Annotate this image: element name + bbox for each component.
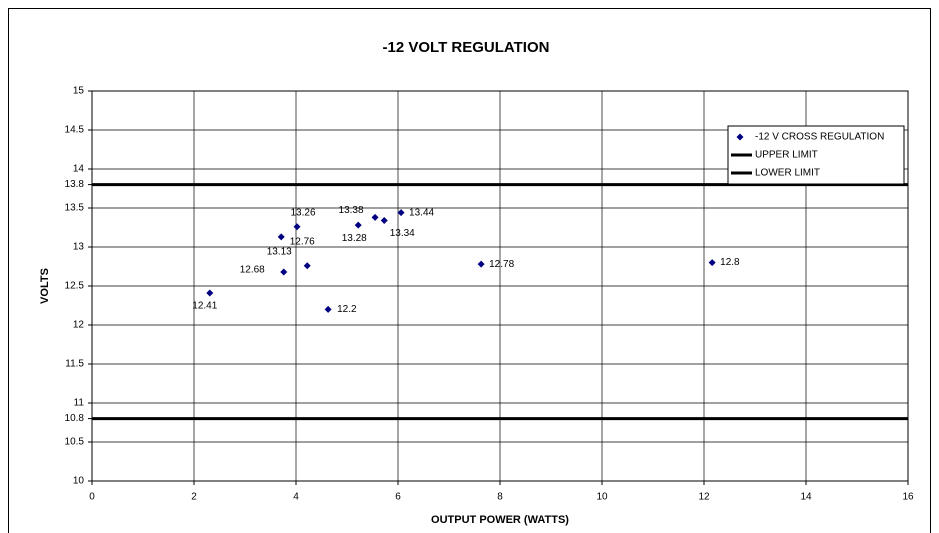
data-label: 13.44	[409, 207, 434, 218]
data-point	[371, 213, 379, 221]
x-tick-label: 0	[89, 492, 95, 503]
data-point	[293, 223, 301, 231]
data-label: 12.2	[337, 304, 357, 315]
data-point	[277, 233, 285, 241]
y-tick-label: 10.5	[65, 437, 85, 448]
x-tick-label: 14	[800, 492, 812, 503]
legend-label: -12 V CROSS REGULATION	[755, 132, 884, 143]
data-label: 13.13	[267, 247, 292, 258]
data-label: 12.41	[192, 301, 217, 312]
y-tick-label: 13.5	[65, 203, 85, 214]
x-axis-title: OUTPUT POWER (WATTS)	[431, 514, 569, 526]
data-label: 13.34	[390, 228, 415, 239]
legend-label: UPPER LIMIT	[755, 150, 818, 161]
x-tick-label: 12	[698, 492, 710, 503]
x-tick-label: 4	[293, 492, 299, 503]
y-tick-label: 11	[74, 398, 85, 409]
legend-label: LOWER LIMIT	[755, 168, 820, 179]
y-tick-label: 12	[73, 320, 85, 331]
data-point	[397, 209, 405, 217]
x-tick-label: 6	[395, 492, 401, 503]
y-tick-label: 10	[73, 476, 85, 487]
legend-box	[727, 125, 905, 185]
data-point	[354, 221, 362, 229]
y-tick-label: 15	[73, 86, 85, 97]
y-tick-label: 14.5	[65, 125, 85, 136]
data-point	[324, 305, 332, 313]
x-tick-label: 10	[596, 492, 608, 503]
y-tick-label: 12.5	[65, 281, 85, 292]
x-tick-label: 16	[902, 492, 914, 503]
x-tick-label: 2	[191, 492, 197, 503]
y-tick-label: 10.8	[65, 413, 85, 424]
data-label: 12.68	[240, 265, 265, 276]
data-label: 12.78	[489, 259, 514, 270]
x-tick-label: 8	[497, 492, 503, 503]
y-tick-label: 11.5	[65, 359, 84, 370]
chart-title: -12 VOLT REGULATION	[383, 39, 550, 56]
y-tick-label: 14	[73, 164, 85, 175]
data-point	[280, 268, 288, 276]
data-label: 13.38	[339, 205, 364, 216]
data-point	[380, 216, 388, 224]
data-label: 13.28	[342, 233, 367, 244]
data-label: 12.76	[290, 236, 315, 247]
data-point	[708, 259, 716, 267]
data-point	[303, 262, 311, 270]
y-axis-title: VOLTS	[39, 268, 51, 304]
y-tick-label: 13	[73, 242, 85, 253]
data-point	[477, 260, 485, 268]
data-label: 13.26	[291, 207, 316, 218]
data-label: 12.8	[720, 257, 740, 268]
data-point	[206, 289, 214, 297]
legend-marker	[736, 133, 744, 141]
y-tick-label: 13.8	[65, 179, 85, 190]
